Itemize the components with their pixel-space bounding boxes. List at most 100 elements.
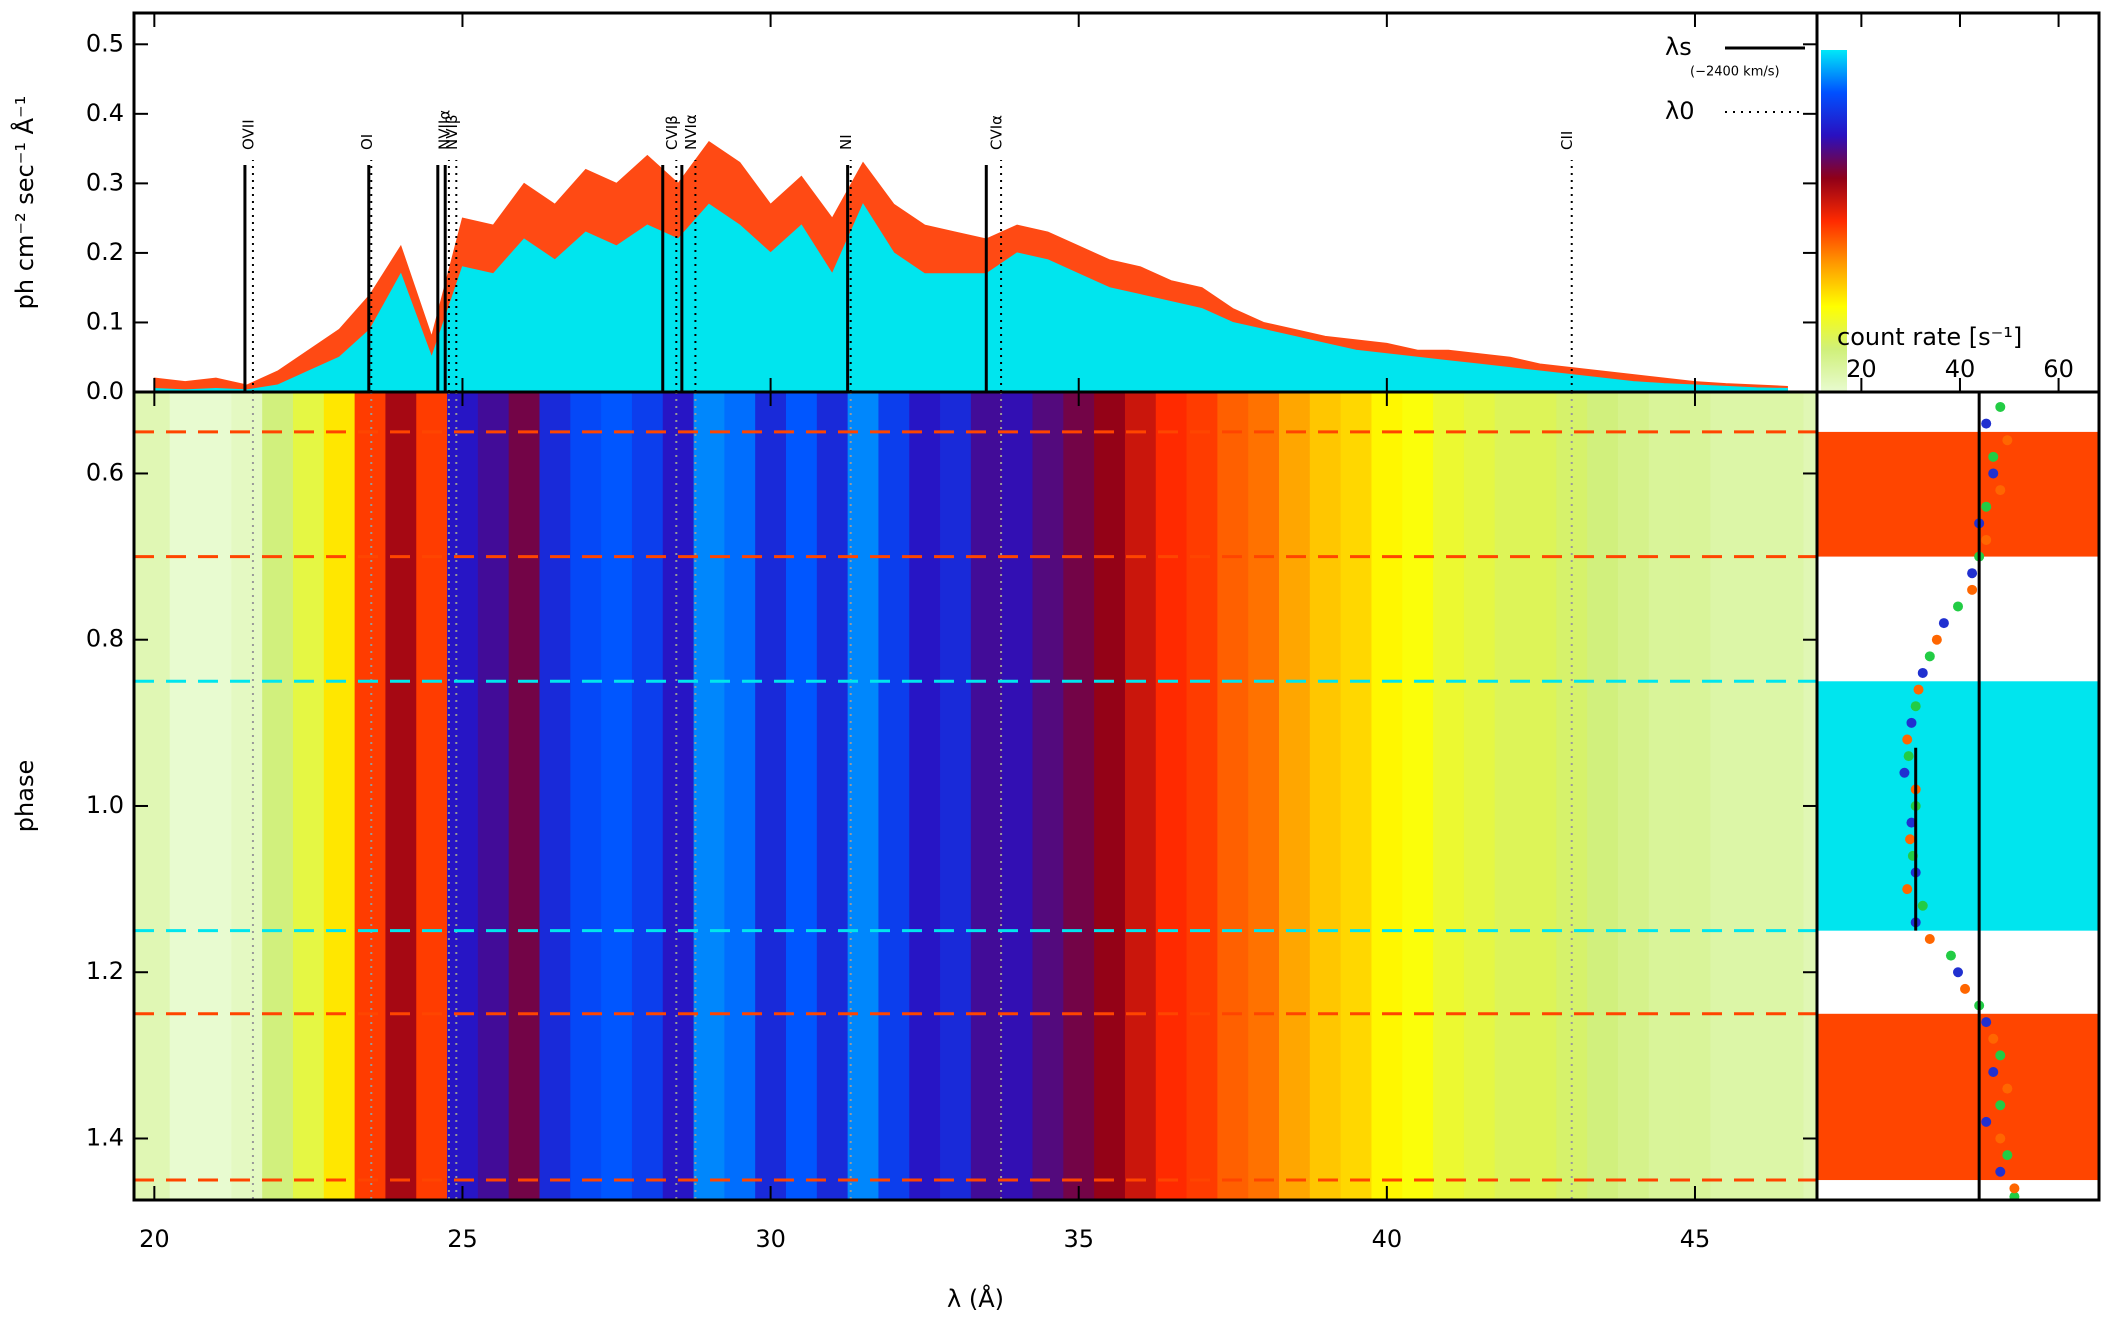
y-tick-label: 0.6 — [86, 458, 124, 486]
legend-rest: λ0 — [1665, 97, 1694, 125]
centroid-point — [1981, 418, 1992, 429]
heatmap-cell — [1217, 392, 1249, 1200]
y-axis-label: phase — [11, 760, 39, 832]
line-label: OI — [358, 134, 376, 150]
heatmap-cell — [878, 392, 910, 1200]
centroid-point — [1988, 1066, 1999, 1077]
centroid-point — [2009, 1183, 2020, 1194]
heatmap-cell — [940, 392, 972, 1200]
centroid-point — [1945, 950, 1956, 961]
heatmap-cell — [1710, 392, 1742, 1200]
y-tick-label: 0.2 — [86, 238, 124, 266]
centroid-point — [1988, 468, 1999, 479]
phase-band — [1817, 1013, 2099, 1181]
y-tick-label: 0.0 — [86, 377, 124, 405]
line-label: NVIα — [682, 114, 700, 150]
centroid-point — [1917, 667, 1928, 678]
y-tick-label: 0.5 — [86, 29, 124, 57]
centroid-point — [1995, 485, 2006, 496]
heatmap-cell — [508, 392, 541, 1200]
heatmap-cell — [1679, 392, 1711, 1200]
line-label: CVIβ — [663, 115, 681, 150]
centroid-point — [1938, 618, 1949, 629]
centroid-point — [1988, 1033, 1999, 1044]
centroid-point — [1995, 1050, 2006, 1061]
centroid-point — [1967, 584, 1978, 595]
phase-band — [1817, 431, 2099, 557]
y-tick-label: 0.3 — [86, 168, 124, 196]
x-tick-label: 25 — [447, 1225, 478, 1253]
centroid-point — [1995, 1133, 2006, 1144]
heatmap-cell — [138, 392, 171, 1200]
heatmap-cell — [1032, 392, 1064, 1200]
heatmap-cell — [200, 392, 232, 1200]
heatmap-cell — [292, 392, 325, 1200]
y-axis-label: ph cm⁻² sec⁻¹ Å⁻¹ — [10, 96, 39, 310]
centroid-point — [1906, 717, 1917, 728]
legend-shift: (−2400 km/s) — [1690, 65, 1780, 80]
line-label: CVIα — [988, 115, 1006, 150]
legend-shifted: λs — [1665, 33, 1692, 61]
centroid-point — [1967, 568, 1978, 579]
heatmap-cell — [1741, 392, 1773, 1200]
axes-frame — [1815, 390, 2101, 1202]
centroid-point — [1902, 884, 1913, 895]
spectrum-area — [153, 203, 1788, 392]
heatmap-cell — [662, 392, 695, 1200]
heatmap-cell — [1155, 392, 1188, 1200]
heatmap-cell — [1463, 392, 1496, 1200]
centroid-point — [1931, 634, 1942, 645]
centroid-point — [1910, 701, 1921, 712]
heatmap-cell — [570, 392, 602, 1200]
phase-panel — [1817, 392, 2099, 1200]
heatmap-cell — [816, 392, 849, 1200]
centroid-point — [1981, 1116, 1992, 1127]
centroid-point — [1960, 983, 1971, 994]
line-label: OVII — [239, 119, 257, 150]
line-label: NVIIα — [435, 110, 453, 150]
heatmap-cell — [1063, 392, 1095, 1200]
x-tick-label: 45 — [1680, 1225, 1711, 1253]
heatmap-cell — [231, 392, 263, 1200]
heatmap-cell — [1494, 392, 1527, 1200]
x-tick-label: 30 — [755, 1225, 786, 1253]
x-tick-label: 40 — [1372, 1225, 1403, 1253]
centroid-point — [1988, 451, 1999, 462]
colorbar — [1821, 50, 1847, 392]
centroid-point — [1913, 684, 1924, 695]
heatmap-cell — [1309, 392, 1342, 1200]
x-tick-label: 35 — [1063, 1225, 1094, 1253]
heatmap-cell — [970, 392, 1003, 1200]
heatmap-cell — [416, 392, 448, 1200]
y-tick-label: 0.8 — [86, 625, 124, 653]
heatmap-cell — [1001, 392, 1034, 1200]
line-label: CII — [1558, 131, 1576, 150]
heatmap-cell — [1433, 392, 1465, 1200]
heatmap-cell — [1124, 392, 1157, 1200]
y-tick-label: 0.4 — [86, 99, 124, 127]
heatmap-cell — [755, 392, 787, 1200]
heatmap-cell — [1279, 392, 1311, 1200]
centroid-point — [1903, 751, 1914, 762]
heatmap-cell — [262, 392, 294, 1200]
heatmap-cell — [1648, 392, 1681, 1200]
heatmap-cell — [1186, 392, 1218, 1200]
heatmap-cell — [1617, 392, 1650, 1200]
centroid-point — [1917, 900, 1928, 911]
colorbar-tick-label: 40 — [1945, 355, 1976, 383]
spectrum — [153, 140, 1788, 392]
heatmap-cell — [909, 392, 941, 1200]
heatmap-cell — [385, 392, 417, 1200]
heatmap-cell — [1587, 392, 1619, 1200]
x-tick-label: 20 — [139, 1225, 170, 1253]
centroid-point — [2002, 435, 2013, 446]
centroid-point — [2002, 1150, 2013, 1161]
heatmap-cell — [1772, 392, 1804, 1200]
centroid-point — [1995, 1100, 2006, 1111]
centroid-point — [2009, 1191, 2020, 1200]
heatmap-cell — [477, 392, 510, 1200]
heatmap-cell — [631, 392, 664, 1200]
centroid-point — [1906, 817, 1917, 828]
heatmap-cell — [1525, 392, 1557, 1200]
centroid-point — [1995, 1166, 2006, 1177]
